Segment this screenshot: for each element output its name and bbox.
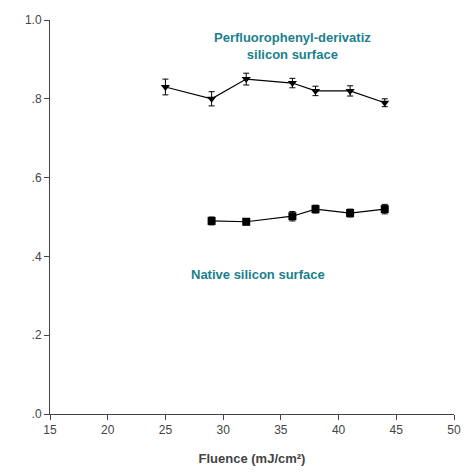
svg-text:20: 20 <box>101 423 115 437</box>
svg-text:30: 30 <box>216 423 230 437</box>
svg-text:.0: .0 <box>32 407 42 421</box>
svg-text:45: 45 <box>390 423 404 437</box>
svg-text:15: 15 <box>43 423 57 437</box>
svg-text:.6: .6 <box>32 171 42 185</box>
svg-text:40: 40 <box>332 423 346 437</box>
svg-text:.2: .2 <box>32 328 42 342</box>
svg-text:25: 25 <box>159 423 173 437</box>
svg-text:.8: .8 <box>32 92 42 106</box>
svg-text:1.0: 1.0 <box>25 13 42 27</box>
svg-text:.4: .4 <box>32 250 42 264</box>
svg-text:Native silicon surface: Native silicon surface <box>191 267 325 282</box>
svg-text:Perfluorophenyl-derivatizsilic: Perfluorophenyl-derivatizsilicon surface <box>214 30 371 62</box>
svg-text:Fluence (mJ/cm²): Fluence (mJ/cm²) <box>199 451 306 466</box>
svg-text:50: 50 <box>447 423 461 437</box>
svg-text:35: 35 <box>274 423 288 437</box>
